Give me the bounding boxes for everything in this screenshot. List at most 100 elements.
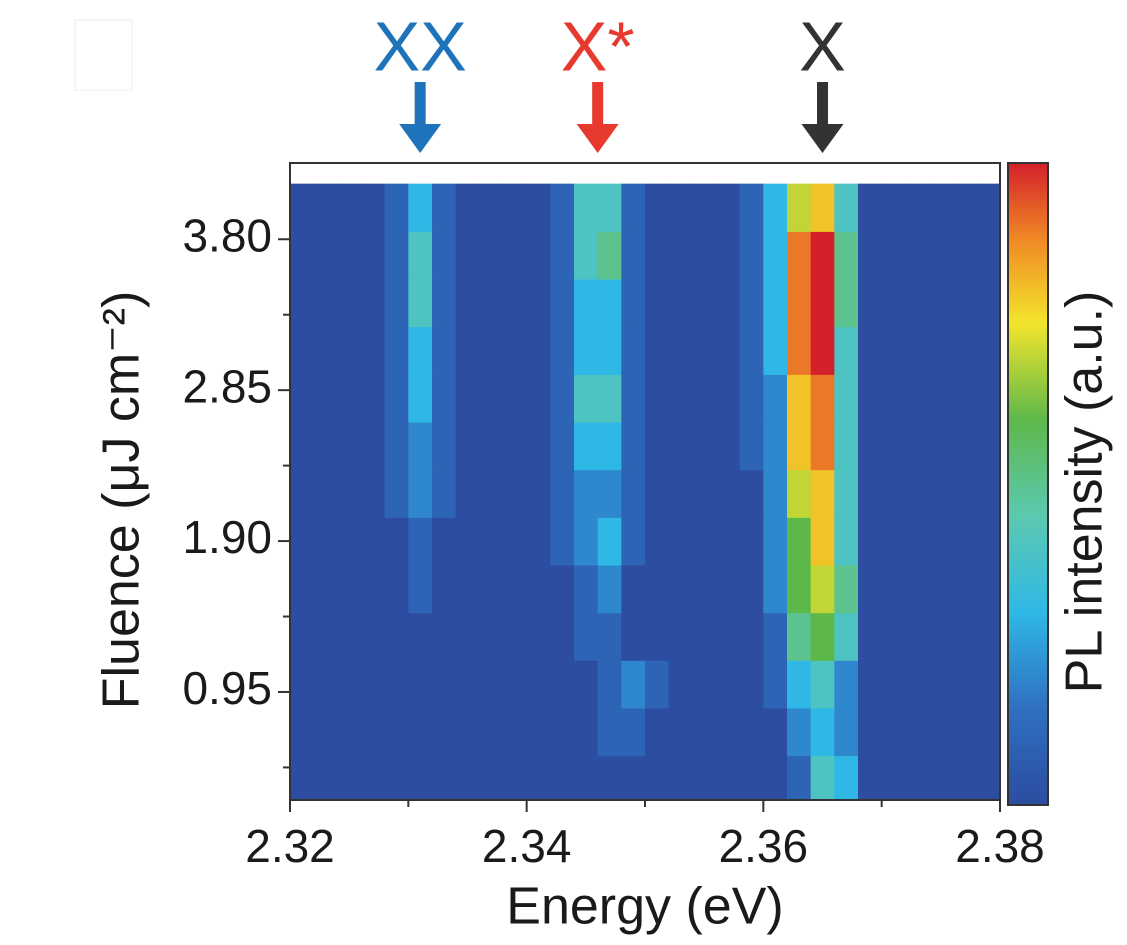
heat-cell (313, 707, 338, 757)
heat-cell (952, 231, 977, 280)
heat-cell (408, 755, 433, 800)
heat-cell (574, 374, 599, 423)
heat-cell (313, 278, 338, 328)
heat-cell (479, 755, 504, 800)
heat-cell (597, 660, 622, 709)
heat-cell (290, 421, 315, 471)
heat-cell (976, 231, 1000, 280)
heat-cell (384, 707, 409, 757)
heat-cell (645, 421, 670, 471)
heat-cell (313, 564, 338, 614)
heat-cell (810, 612, 835, 661)
heat-cell (384, 755, 409, 800)
heat-cell (313, 326, 338, 375)
heat-cell (574, 612, 599, 661)
heat-cell (929, 612, 954, 661)
heat-cell (621, 183, 646, 232)
heat-cell (621, 421, 646, 471)
heat-cell (550, 374, 575, 423)
heat-cell (432, 707, 457, 757)
heat-cell (361, 374, 386, 423)
heat-cell (739, 564, 764, 614)
heat-cell (597, 374, 622, 423)
heat-cell (574, 183, 599, 232)
heat-cell (692, 517, 717, 566)
heat-cell (645, 183, 670, 232)
heat-cell (337, 517, 362, 566)
heat-cell (787, 564, 812, 614)
heat-cell (408, 707, 433, 757)
heat-cell (787, 374, 812, 423)
annotation-label: X (799, 7, 846, 85)
heat-cell (503, 564, 528, 614)
heat-cell (455, 612, 480, 661)
heat-cell (763, 421, 788, 471)
heat-cell (929, 421, 954, 471)
heat-cell (337, 707, 362, 757)
heat-cell (526, 469, 551, 518)
heat-cell (597, 612, 622, 661)
heat-cell (408, 374, 433, 423)
heat-cell (763, 374, 788, 423)
heat-cell (384, 421, 409, 471)
heat-cell (834, 183, 859, 232)
heat-cell (834, 612, 859, 661)
heat-cell (526, 183, 551, 232)
heat-cell (787, 660, 812, 709)
heat-cell (763, 755, 788, 800)
heat-cell (455, 421, 480, 471)
heat-cell (763, 564, 788, 614)
heat-cell (408, 469, 433, 518)
heat-cell (763, 660, 788, 709)
heat-cell (290, 326, 315, 375)
heat-cell (479, 183, 504, 232)
heat-cell (337, 326, 362, 375)
heat-cell (645, 326, 670, 375)
heat-cell (290, 469, 315, 518)
heat-cell (597, 421, 622, 471)
heat-cell (290, 517, 315, 566)
heat-cell (716, 469, 741, 518)
heat-cell (952, 517, 977, 566)
heat-cell (716, 707, 741, 757)
heat-cell (621, 374, 646, 423)
heat-cell (952, 183, 977, 232)
heat-cell (858, 278, 883, 328)
annotation-label: X* (561, 7, 635, 85)
heat-cell (834, 564, 859, 614)
heat-cell (408, 421, 433, 471)
heat-cell (645, 707, 670, 757)
heat-cell (716, 278, 741, 328)
heat-cell (526, 374, 551, 423)
heat-cell (905, 707, 930, 757)
heat-cell (739, 707, 764, 757)
heat-cell (692, 183, 717, 232)
heat-cell (645, 374, 670, 423)
heat-cell (574, 660, 599, 709)
heat-cell (384, 469, 409, 518)
heat-cell (668, 612, 693, 661)
heat-cell (479, 469, 504, 518)
heat-cell (692, 755, 717, 800)
heat-cell (337, 374, 362, 423)
heat-cell (526, 660, 551, 709)
heat-cell (881, 183, 906, 232)
heat-cell (716, 231, 741, 280)
heat-cell (621, 755, 646, 800)
heat-cell (787, 183, 812, 232)
heat-cell (929, 517, 954, 566)
heat-cell (858, 755, 883, 800)
heat-cell (668, 469, 693, 518)
y-tick-label: 3.80 (182, 209, 272, 261)
heat-cell (337, 469, 362, 518)
heat-cell (479, 231, 504, 280)
heat-cell (976, 755, 1000, 800)
heat-cell (905, 183, 930, 232)
heat-cell (763, 278, 788, 328)
heat-cell (952, 660, 977, 709)
heat-cell (858, 660, 883, 709)
heat-cell (526, 517, 551, 566)
heat-cell (408, 517, 433, 566)
heat-cell (881, 374, 906, 423)
heat-cell (290, 612, 315, 661)
